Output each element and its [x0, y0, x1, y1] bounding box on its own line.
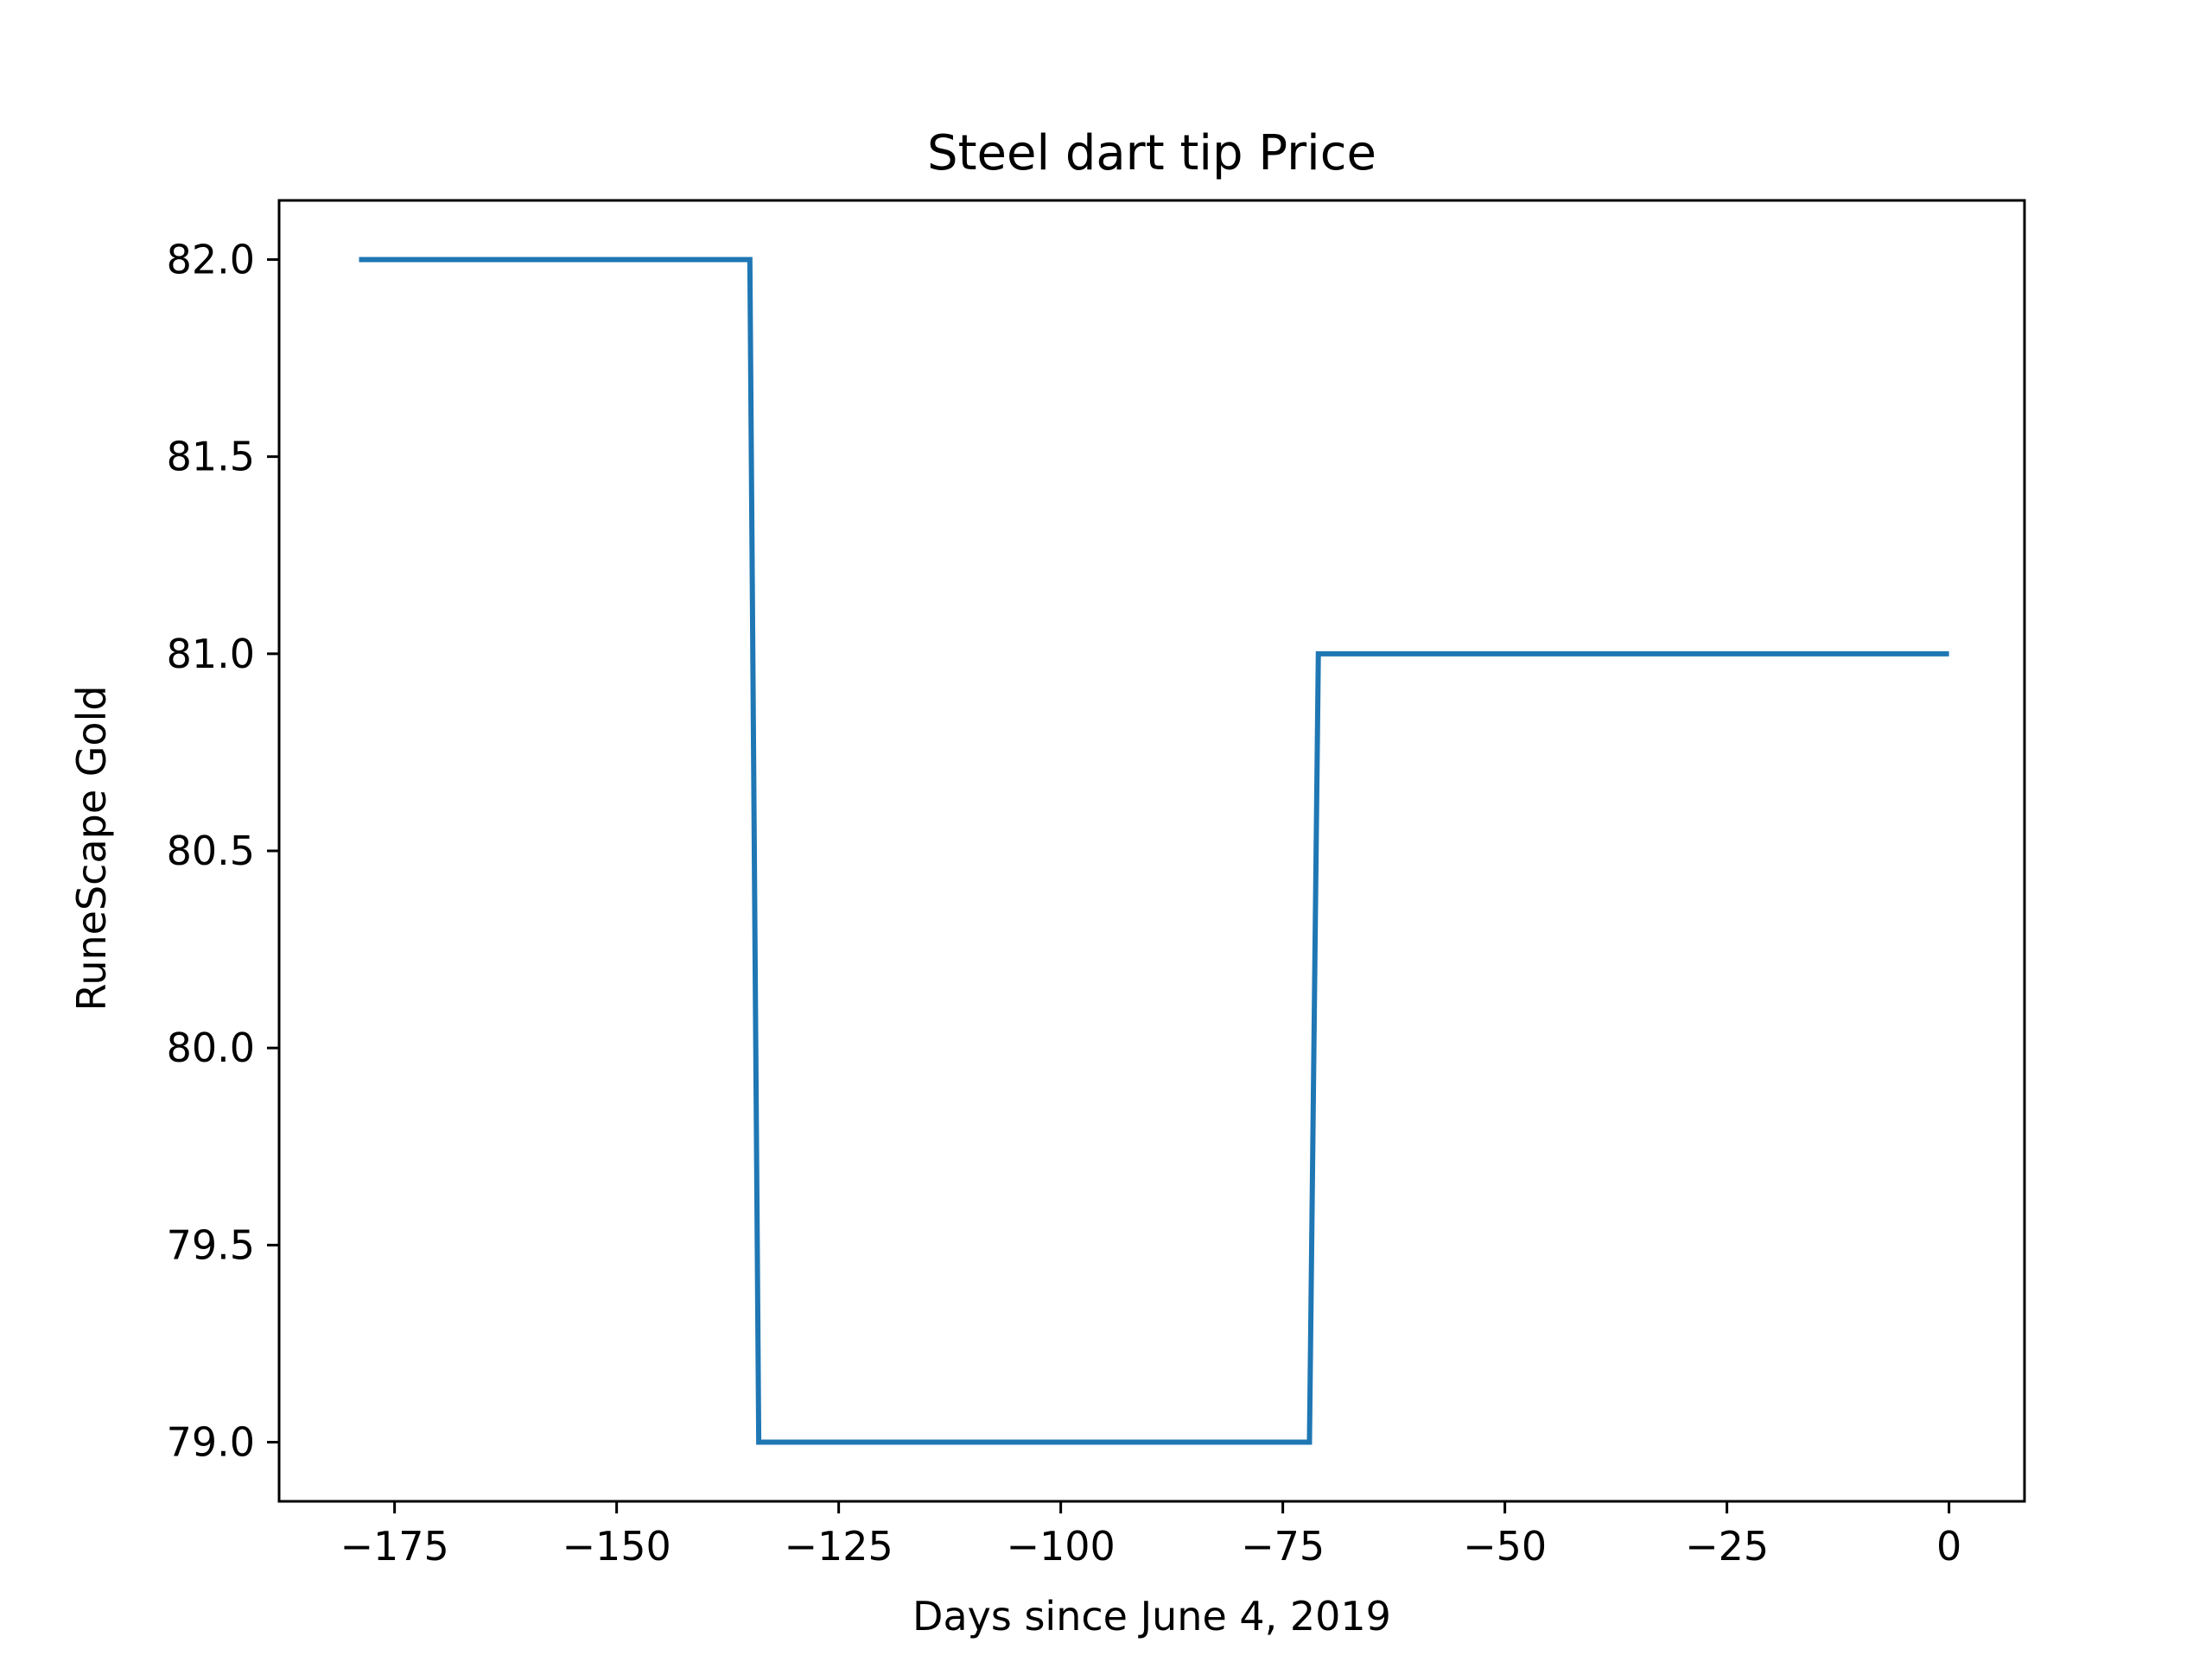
x-axis-ticks: −175 −150 −125 −100 −75 −50 −25 0 — [340, 1501, 1961, 1570]
x-tick-label: −150 — [562, 1523, 671, 1570]
y-tick-label: 81.0 — [167, 631, 255, 677]
y-tick-label: 80.0 — [167, 1024, 255, 1071]
x-tick-label: −50 — [1463, 1523, 1547, 1570]
series-line-0 — [359, 257, 1949, 1445]
y-tick-label: 81.5 — [167, 434, 255, 480]
y-tick-label: 79.5 — [167, 1221, 255, 1268]
x-tick-label: −175 — [340, 1523, 448, 1570]
x-tick-label: −100 — [1006, 1523, 1115, 1570]
x-tick-label: −125 — [784, 1523, 893, 1570]
x-tick-label: −25 — [1685, 1523, 1769, 1570]
plot-area — [359, 257, 1949, 1445]
chart-title: Steel dart tip Price — [927, 125, 1376, 181]
y-tick-label: 79.0 — [167, 1419, 255, 1466]
x-tick-label: 0 — [1936, 1523, 1961, 1570]
x-axis-label: Days since June 4, 2019 — [912, 1593, 1391, 1640]
x-tick-label: −75 — [1241, 1523, 1325, 1570]
y-tick-label: 82.0 — [167, 236, 255, 282]
y-axis-label: RuneScape Gold — [68, 685, 115, 1011]
y-tick-label: 80.5 — [167, 828, 255, 874]
y-axis-ticks: 79.0 79.5 80.0 80.5 81.0 81.5 82.0 — [167, 236, 279, 1466]
